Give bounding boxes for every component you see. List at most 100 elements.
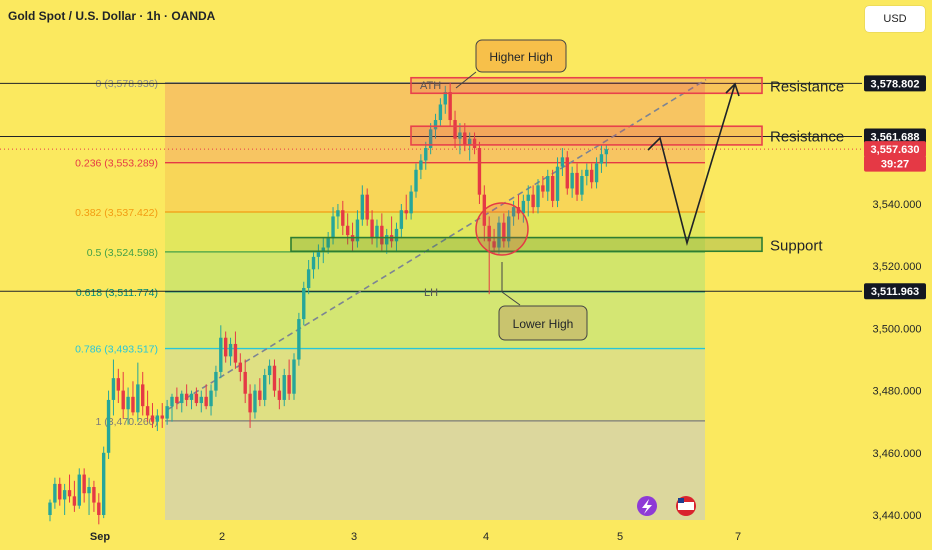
candle-body xyxy=(233,343,238,363)
candle-body xyxy=(565,157,569,189)
candle-body xyxy=(62,490,67,500)
lower-high-callout xyxy=(498,305,588,341)
candle-body xyxy=(560,157,565,167)
candle-body xyxy=(238,362,243,372)
candle-body xyxy=(136,384,140,413)
candle-body xyxy=(594,163,599,183)
candle-body xyxy=(380,225,384,245)
y-tick-label: 3,540.000 xyxy=(873,199,922,211)
candle-body xyxy=(316,250,321,257)
candle-body xyxy=(87,487,91,494)
fib-band xyxy=(165,420,705,520)
fib-level-label: 0 (3,578.936) xyxy=(96,78,158,90)
candle-body xyxy=(272,365,277,391)
candle-body xyxy=(550,176,555,201)
candle-body xyxy=(267,365,272,376)
candle-body xyxy=(160,415,164,419)
candle-body xyxy=(219,337,223,372)
candle-body xyxy=(580,176,584,195)
candle-body xyxy=(511,207,516,217)
price-tag xyxy=(864,128,926,145)
candle-body xyxy=(433,120,438,130)
candle-body xyxy=(243,371,247,394)
candle-body xyxy=(209,390,213,407)
trend-line xyxy=(167,78,707,410)
candle-body xyxy=(72,496,77,506)
fib-level-label: 0.618 (3,511.774) xyxy=(76,287,158,299)
candle-body xyxy=(570,172,574,189)
candle-body xyxy=(223,337,228,357)
candle-body xyxy=(101,452,106,515)
candle-body xyxy=(121,390,125,410)
x-tick-label: 5 xyxy=(617,531,623,543)
y-tick-label: 3,460.000 xyxy=(873,448,922,460)
candle-body xyxy=(141,384,145,407)
currency-button[interactable]: USD xyxy=(865,6,925,32)
candle-body xyxy=(463,132,467,145)
candle-body xyxy=(77,474,81,506)
candle-body xyxy=(82,474,86,494)
candle-body xyxy=(248,393,252,413)
higher-high-text: Higher High xyxy=(489,50,552,64)
price-tag xyxy=(864,141,926,158)
candle-body xyxy=(116,378,121,391)
price-tag-label: 39:27 xyxy=(881,159,909,171)
candle-body xyxy=(204,396,208,407)
us-flag-canton xyxy=(678,498,684,503)
ath-label: ATH xyxy=(420,80,441,92)
candle-body xyxy=(97,502,101,515)
candle-body xyxy=(287,375,291,394)
candle-body xyxy=(497,222,501,248)
lower-high-circle xyxy=(475,202,529,256)
candle-body xyxy=(194,393,199,404)
candle-body xyxy=(453,120,457,139)
candle-body xyxy=(404,210,408,214)
candle-body xyxy=(526,194,530,201)
higher-high-callout xyxy=(475,39,567,73)
price-tag xyxy=(864,155,926,172)
candle-body xyxy=(375,225,379,239)
candle-body xyxy=(341,210,345,226)
y-tick-label: 3,500.000 xyxy=(873,323,922,335)
callout-pointer xyxy=(501,291,521,306)
price-tag xyxy=(864,75,926,92)
candle-body xyxy=(365,194,369,220)
price-tag-label: 3,578.802 xyxy=(871,78,920,90)
price-tag xyxy=(864,283,926,300)
price-tag-label: 3,557.630 xyxy=(871,144,920,156)
candle-body xyxy=(228,343,233,357)
candle-body xyxy=(175,396,179,404)
candle-body xyxy=(67,490,72,497)
candle-body xyxy=(575,172,579,195)
candle-body xyxy=(531,194,535,208)
fib-level-label: 0.786 (3,493.517) xyxy=(75,344,158,356)
y-tick-label: 3,440.000 xyxy=(873,510,922,522)
projection-arrowhead xyxy=(725,82,740,97)
candle-body xyxy=(126,396,130,410)
candle-body xyxy=(502,222,506,242)
lower-high-text: Lower High xyxy=(513,317,574,331)
us-flag-stripe xyxy=(678,502,694,510)
symbol-title: Gold Spot / U.S. Dollar · 1h · OANDA xyxy=(8,9,216,23)
candle-body xyxy=(53,483,57,503)
candle-body xyxy=(599,154,604,164)
candle-body xyxy=(302,287,306,320)
fib-band xyxy=(165,162,705,213)
candle-body xyxy=(58,483,62,500)
candle-body xyxy=(472,138,477,149)
x-tick-label: 3 xyxy=(351,531,357,543)
candle-body xyxy=(438,104,443,121)
candle-body xyxy=(184,393,189,400)
candle-body xyxy=(487,225,491,242)
fib-level-label: 0.5 (3,524.598) xyxy=(87,247,158,259)
candle-body xyxy=(394,228,399,242)
candle-body xyxy=(360,194,365,220)
x-tick-label: Sep xyxy=(90,531,110,543)
callout-pointer xyxy=(455,71,477,89)
candle-body xyxy=(541,185,545,192)
lh-label: LH xyxy=(424,287,438,299)
candle-body xyxy=(604,149,609,155)
candle-body xyxy=(131,396,135,413)
